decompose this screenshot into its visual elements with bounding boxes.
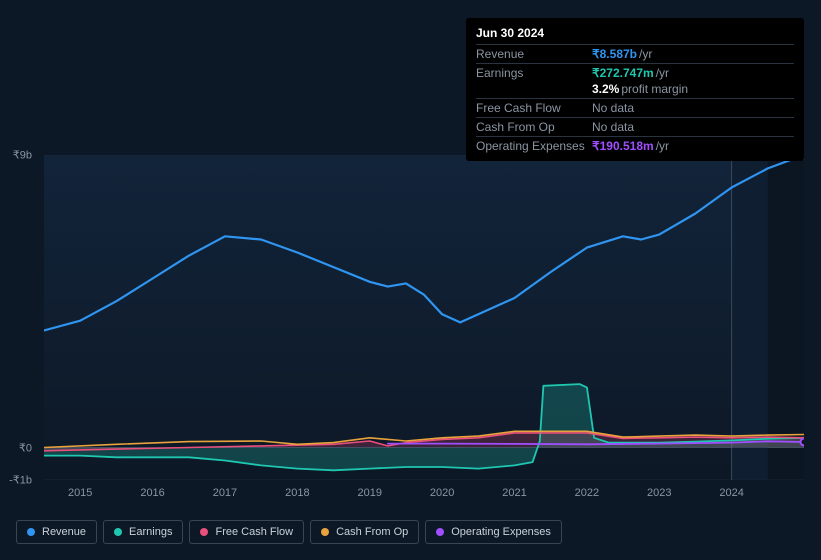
tooltip-row-label: Earnings bbox=[476, 66, 592, 80]
hover-tooltip: Jun 30 2024 Revenue₹8.587b/yrEarnings₹27… bbox=[466, 18, 804, 161]
tooltip-row-value: No data bbox=[592, 101, 794, 115]
y-axis-tick: ₹0 bbox=[19, 441, 32, 454]
tooltip-row-label: Cash From Op bbox=[476, 120, 592, 134]
x-axis-tick: 2020 bbox=[430, 487, 454, 499]
tooltip-row: Revenue₹8.587b/yr bbox=[476, 44, 794, 63]
tooltip-row: Operating Expenses₹190.518m/yr bbox=[476, 136, 794, 155]
x-axis-tick: 2018 bbox=[285, 487, 309, 499]
tooltip-row-label: Revenue bbox=[476, 47, 592, 61]
tooltip-row-value: ₹272.747m/yr bbox=[592, 66, 794, 80]
legend-dot-icon bbox=[114, 528, 122, 536]
legend-dot-icon bbox=[27, 528, 35, 536]
tooltip-row-value: ₹8.587b/yr bbox=[592, 47, 794, 61]
legend-dot-icon bbox=[436, 528, 444, 536]
x-axis-tick: 2023 bbox=[647, 487, 671, 499]
legend-dot-icon bbox=[200, 528, 208, 536]
x-axis-tick: 2021 bbox=[502, 487, 526, 499]
legend-item-earnings[interactable]: Earnings bbox=[103, 520, 183, 544]
tooltip-row: Cash From OpNo data bbox=[476, 117, 794, 136]
tooltip-row-subtext: 3.2%profit margin bbox=[476, 82, 794, 98]
legend-item-label: Revenue bbox=[42, 526, 86, 538]
x-axis-tick: 2024 bbox=[719, 487, 743, 499]
x-axis-tick: 2022 bbox=[575, 487, 599, 499]
legend-item-label: Cash From Op bbox=[336, 526, 408, 538]
legend-item-label: Earnings bbox=[129, 526, 172, 538]
y-axis-tick: -₹1b bbox=[9, 474, 32, 487]
x-axis-tick: 2017 bbox=[213, 487, 237, 499]
legend-item-opex[interactable]: Operating Expenses bbox=[425, 520, 562, 544]
legend-item-label: Operating Expenses bbox=[451, 526, 551, 538]
legend-dot-icon bbox=[321, 528, 329, 536]
legend-item-revenue[interactable]: Revenue bbox=[16, 520, 97, 544]
tooltip-row-value: ₹190.518m/yr bbox=[592, 139, 794, 153]
tooltip-row-label: Free Cash Flow bbox=[476, 101, 592, 115]
tooltip-row: Free Cash FlowNo data bbox=[476, 98, 794, 117]
tooltip-row: Earnings₹272.747m/yr bbox=[476, 63, 794, 82]
legend-item-cfo[interactable]: Cash From Op bbox=[310, 520, 419, 544]
tooltip-row-value: No data bbox=[592, 120, 794, 134]
legend: Revenue Earnings Free Cash Flow Cash From O… bbox=[16, 520, 562, 544]
tooltip-date: Jun 30 2024 bbox=[476, 24, 794, 44]
x-axis-tick: 2016 bbox=[140, 487, 164, 499]
y-axis-tick: ₹9b bbox=[13, 149, 32, 162]
legend-item-fcf[interactable]: Free Cash Flow bbox=[189, 520, 304, 544]
tooltip-row-label: Operating Expenses bbox=[476, 139, 592, 153]
x-axis-tick: 2015 bbox=[68, 487, 92, 499]
chart-plot-area bbox=[44, 155, 804, 480]
financials-chart[interactable]: ₹9b₹0-₹1b 201520162017201820192020202120… bbox=[16, 155, 806, 505]
legend-item-label: Free Cash Flow bbox=[215, 526, 293, 538]
x-axis-tick: 2019 bbox=[357, 487, 381, 499]
